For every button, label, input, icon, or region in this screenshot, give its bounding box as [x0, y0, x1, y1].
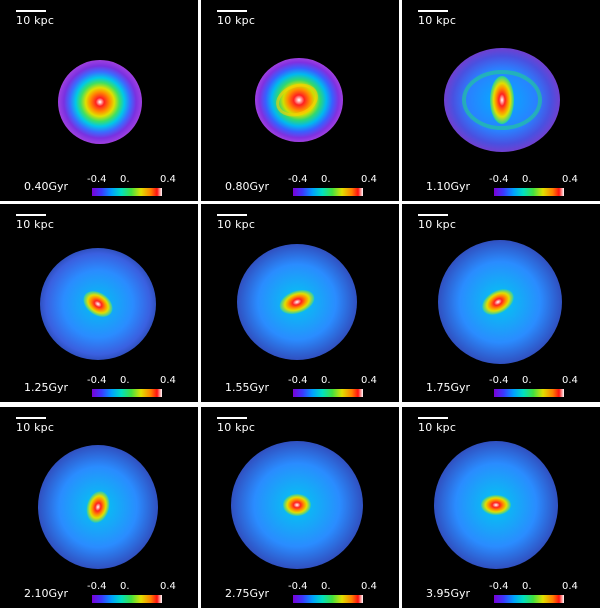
colorbar-tick-min: -0.4: [489, 174, 509, 185]
scale-label: 10 kpc: [418, 14, 457, 27]
scale-label: 10 kpc: [217, 218, 256, 231]
time-label: 1.55Gyr: [225, 381, 270, 394]
colorbar-tick-max: 0.4: [160, 174, 176, 185]
scale-bar: [418, 10, 448, 12]
galaxy-density-map: [444, 48, 560, 152]
galaxy-density-map: [38, 445, 158, 569]
time-label: 2.10Gyr: [24, 587, 69, 600]
panel-2: 10 kpc 0.80Gyr -0.4 0. 0.4: [201, 0, 399, 201]
colorbar-tick-max: 0.4: [361, 581, 377, 592]
scale-bar: [217, 214, 247, 216]
scale-bar: [16, 214, 46, 216]
colorbar-tick-mid: 0.: [321, 174, 331, 185]
colorbar: [494, 389, 564, 397]
colorbar: [92, 389, 162, 397]
colorbar: [494, 595, 564, 603]
panel-7: 10 kpc 2.10Gyr -0.4 0. 0.4: [0, 407, 198, 608]
colorbar-tick-min: -0.4: [288, 174, 308, 185]
colorbar: [293, 188, 363, 196]
colorbar-tick-max: 0.4: [562, 581, 578, 592]
colorbar-tick-min: -0.4: [288, 581, 308, 592]
colorbar-tick-max: 0.4: [562, 174, 578, 185]
colorbar-tick-mid: 0.: [321, 375, 331, 386]
panel-5: 10 kpc 1.55Gyr -0.4 0. 0.4: [201, 204, 399, 402]
panel-9: 10 kpc 3.95Gyr -0.4 0. 0.4: [402, 407, 600, 608]
scale-bar: [418, 417, 448, 419]
scale-bar: [16, 417, 46, 419]
colorbar-tick-mid: 0.: [321, 581, 331, 592]
colorbar-tick-mid: 0.: [522, 375, 532, 386]
colorbar-tick-max: 0.4: [361, 375, 377, 386]
colorbar-tick-max: 0.4: [562, 375, 578, 386]
scale-label: 10 kpc: [418, 421, 457, 434]
colorbar: [293, 595, 363, 603]
galaxy-density-map: [40, 248, 156, 360]
colorbar: [494, 188, 564, 196]
scale-bar: [217, 417, 247, 419]
colorbar-tick-min: -0.4: [489, 581, 509, 592]
time-label: 1.25Gyr: [24, 381, 69, 394]
panel-3: 10 kpc 1.10Gyr -0.4 0. 0.4: [402, 0, 600, 201]
scale-label: 10 kpc: [16, 14, 55, 27]
scale-bar: [418, 214, 448, 216]
colorbar-tick-max: 0.4: [160, 375, 176, 386]
time-label: 3.95Gyr: [426, 587, 471, 600]
scale-label: 10 kpc: [217, 14, 256, 27]
galaxy-density-map: [231, 441, 363, 569]
colorbar-tick-mid: 0.: [522, 581, 532, 592]
colorbar-tick-mid: 0.: [522, 174, 532, 185]
colorbar: [293, 389, 363, 397]
colorbar-tick-min: -0.4: [489, 375, 509, 386]
panel-1: 10 kpc 0.40Gyr -0.4 0. 0.4: [0, 0, 198, 201]
time-label: 1.10Gyr: [426, 180, 471, 193]
galaxy-density-map: [434, 441, 558, 569]
scale-bar: [16, 10, 46, 12]
scale-label: 10 kpc: [217, 421, 256, 434]
time-label: 0.40Gyr: [24, 180, 69, 193]
scale-label: 10 kpc: [16, 218, 55, 231]
time-label: 2.75Gyr: [225, 587, 270, 600]
panel-6: 10 kpc 1.75Gyr -0.4 0. 0.4: [402, 204, 600, 402]
colorbar-tick-mid: 0.: [120, 174, 130, 185]
colorbar-tick-mid: 0.: [120, 375, 130, 386]
colorbar-tick-max: 0.4: [160, 581, 176, 592]
time-label: 0.80Gyr: [225, 180, 270, 193]
galaxy-density-map: [255, 58, 343, 142]
colorbar-tick-min: -0.4: [87, 375, 107, 386]
colorbar-tick-max: 0.4: [361, 174, 377, 185]
scale-label: 10 kpc: [16, 421, 55, 434]
colorbar-tick-min: -0.4: [87, 581, 107, 592]
panel-4: 10 kpc 1.25Gyr -0.4 0. 0.4: [0, 204, 198, 402]
colorbar: [92, 595, 162, 603]
galaxy-density-map: [58, 60, 142, 144]
time-label: 1.75Gyr: [426, 381, 471, 394]
colorbar: [92, 188, 162, 196]
colorbar-tick-min: -0.4: [288, 375, 308, 386]
panel-8: 10 kpc 2.75Gyr -0.4 0. 0.4: [201, 407, 399, 608]
scale-label: 10 kpc: [418, 218, 457, 231]
scale-bar: [217, 10, 247, 12]
colorbar-tick-min: -0.4: [87, 174, 107, 185]
colorbar-tick-mid: 0.: [120, 581, 130, 592]
galaxy-density-map: [438, 240, 562, 364]
galaxy-density-map: [237, 244, 357, 360]
